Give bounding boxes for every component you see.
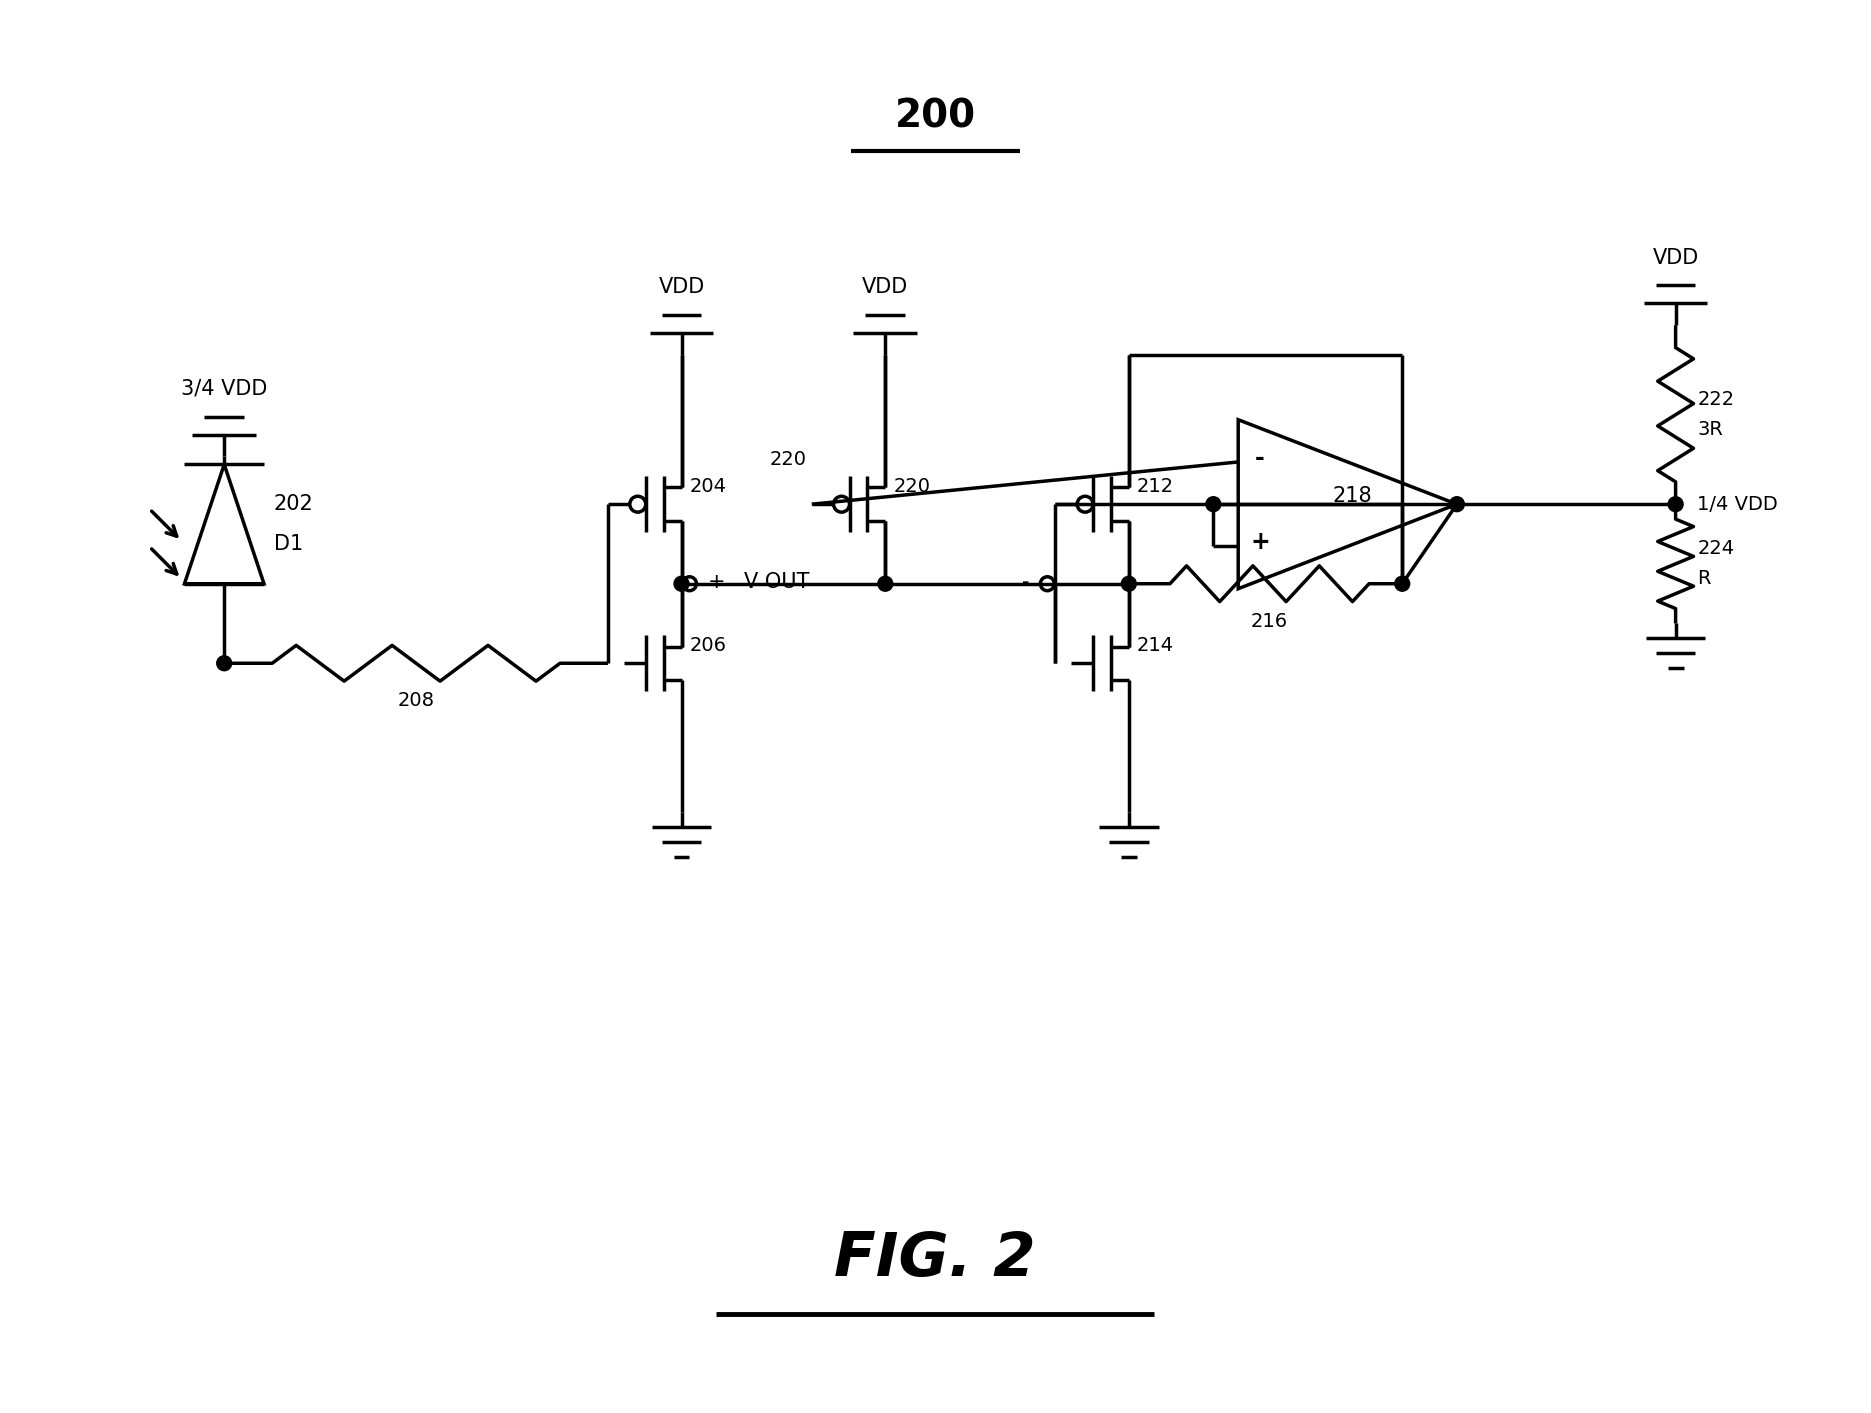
Circle shape: [1394, 577, 1409, 591]
Text: D1: D1: [273, 534, 303, 554]
Text: -: -: [1022, 572, 1029, 592]
Text: 220: 220: [892, 476, 930, 496]
Text: 222: 222: [1697, 390, 1734, 410]
Circle shape: [877, 577, 892, 591]
Text: 224: 224: [1697, 540, 1734, 558]
Text: 220: 220: [769, 451, 806, 469]
Circle shape: [674, 577, 689, 591]
Text: 204: 204: [689, 476, 726, 496]
Text: VDD: VDD: [1652, 247, 1699, 267]
Circle shape: [1450, 497, 1465, 512]
Text: 214: 214: [1138, 636, 1173, 654]
Text: 212: 212: [1138, 476, 1173, 496]
Text: 1/4 VDD: 1/4 VDD: [1697, 495, 1777, 514]
Text: FIG. 2: FIG. 2: [834, 1231, 1037, 1289]
Text: V OUT: V OUT: [745, 572, 810, 592]
Text: +: +: [707, 572, 724, 592]
Text: R: R: [1697, 569, 1710, 588]
Text: VDD: VDD: [659, 277, 705, 297]
Text: +: +: [1250, 530, 1270, 554]
Text: 200: 200: [894, 97, 975, 136]
Text: VDD: VDD: [863, 277, 909, 297]
Circle shape: [1669, 497, 1684, 512]
Text: 3R: 3R: [1697, 420, 1723, 439]
Text: 3/4 VDD: 3/4 VDD: [181, 379, 268, 398]
Text: 218: 218: [1332, 486, 1371, 506]
Text: -: -: [1255, 447, 1265, 471]
Text: 206: 206: [689, 636, 726, 654]
Circle shape: [1121, 577, 1136, 591]
Circle shape: [1207, 497, 1220, 512]
Text: 202: 202: [273, 495, 314, 514]
Text: 216: 216: [1252, 612, 1287, 630]
Circle shape: [217, 656, 232, 671]
Text: 208: 208: [397, 691, 434, 711]
